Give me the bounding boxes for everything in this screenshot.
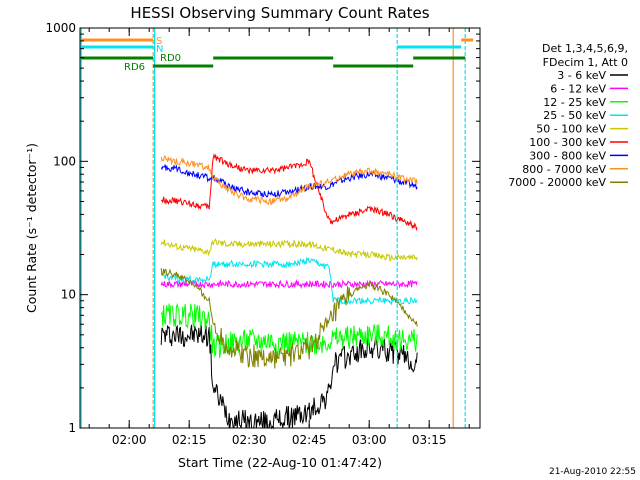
legend-header-line-1: Det 1,3,4,5,6,9, (542, 42, 628, 55)
state-bar-s-0 (81, 38, 154, 42)
series-line-8 (160, 268, 418, 369)
state-bar-rd0-0 (81, 56, 154, 60)
state-bar-rd0-1 (213, 56, 334, 60)
timestamp: 21-Aug-2010 22:55 (549, 467, 636, 477)
legend-label-5: 100 - 300 keV (529, 136, 606, 149)
series-line-4 (160, 238, 418, 262)
legend-label-4: 50 - 100 keV (536, 123, 606, 136)
legend-label-8: 7000 - 20000 keV (508, 176, 606, 189)
legend-header-line-2: FDecim 1, Att 0 (543, 56, 628, 69)
x-tick-label-3: 02:45 (292, 433, 327, 447)
y-tick-label-2: 100 (53, 154, 76, 168)
chart-title: HESSI Observing Summary Count Rates (130, 4, 429, 22)
state-bar-n-1 (397, 45, 462, 49)
marker-layer (80, 28, 466, 428)
series-line-3 (160, 256, 418, 306)
y-tick-label-3: 1000 (45, 21, 76, 35)
series-line-2 (160, 302, 418, 358)
series-layer (160, 152, 418, 430)
state-label-rd6: RD6 (124, 62, 145, 73)
legend-label-3: 25 - 50 keV (543, 109, 606, 122)
state-bar-rd6-1 (333, 64, 414, 68)
x-tick-label-0: 02:00 (112, 433, 147, 447)
series-line-7 (160, 155, 418, 206)
state-label-n: N (156, 44, 163, 55)
state-bar-rd6-0 (153, 64, 214, 68)
legend-label-2: 12 - 25 keV (543, 96, 606, 109)
plot-frame (79, 27, 481, 429)
state-label-rd0: RD0 (160, 53, 181, 64)
series-line-5 (160, 152, 418, 232)
y-tick-label-0: 1 (68, 421, 76, 435)
x-axis-title: Start Time (22-Aug-10 01:47:42) (178, 455, 382, 470)
x-tick-label-2: 02:30 (232, 433, 267, 447)
state-label-s: S (156, 36, 162, 47)
axis-layer: 02:00 02:15 02:30 02:45 03:00 03:15 1 10 100 1000 (45, 21, 480, 447)
legend-label-1: 6 - 12 keV (550, 82, 606, 95)
legend-label-0: 3 - 6 keV (557, 69, 606, 82)
x-tick-label-5: 03:15 (412, 433, 447, 447)
state-bar-s-1 (461, 38, 474, 42)
legend-label-6: 300 - 800 keV (529, 149, 606, 162)
y-tick-label-1: 10 (61, 288, 76, 302)
series-line-1 (160, 278, 418, 290)
legend-label-7: 800 - 7000 keV (522, 163, 606, 176)
x-tick-label-1: 02:15 (172, 433, 207, 447)
state-bar-n-0 (81, 45, 154, 49)
x-tick-label-4: 03:00 (352, 433, 387, 447)
state-bar-rd0-2 (413, 56, 466, 60)
y-axis-title: Count Rate (s⁻¹ detector⁻¹) (24, 143, 39, 313)
